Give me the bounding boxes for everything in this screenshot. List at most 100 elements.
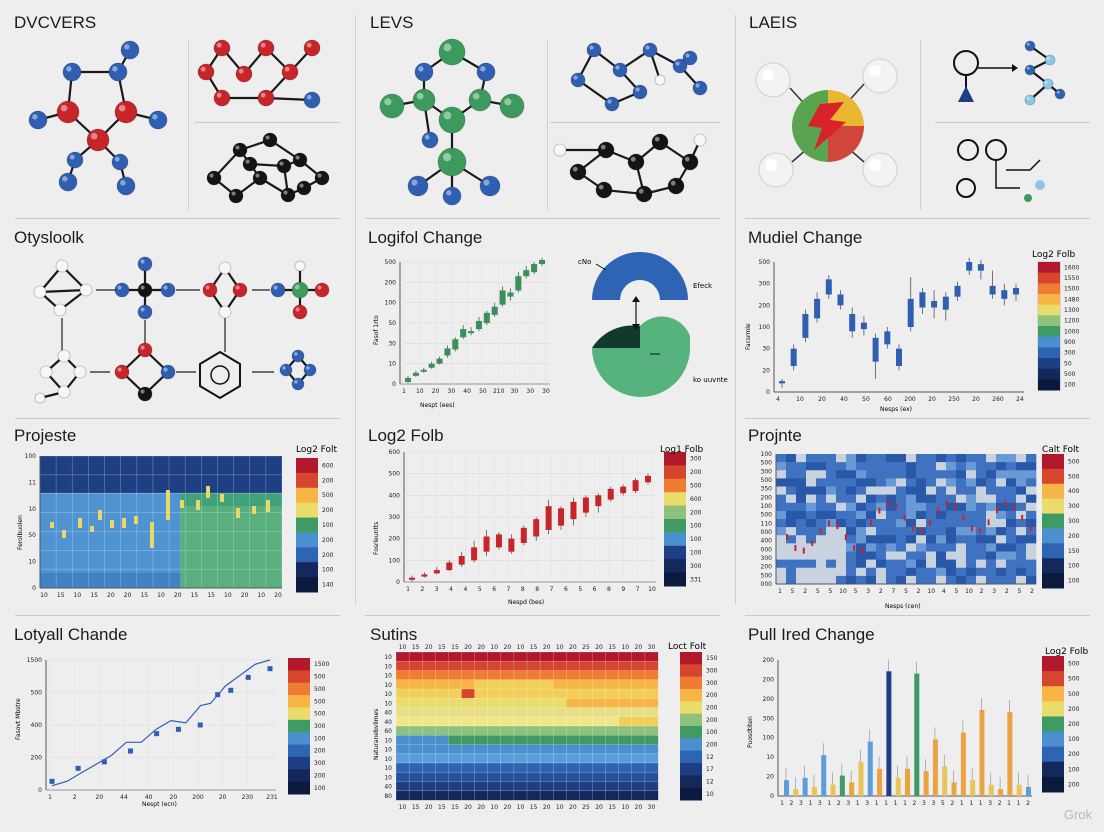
heatmap-cell — [936, 567, 947, 577]
heatmap-cell — [513, 679, 528, 690]
candle-body — [779, 381, 785, 384]
divider — [365, 615, 720, 616]
ring-icon — [985, 139, 1007, 161]
legend-swatch — [1042, 528, 1064, 544]
heatmap-cell — [592, 781, 607, 792]
atom — [692, 80, 708, 96]
heatmap-cell — [896, 543, 907, 552]
heatmap-cell — [618, 679, 633, 690]
heatmap-cell — [605, 725, 620, 736]
heatmap-cell — [644, 753, 659, 764]
heatmap-cell — [896, 567, 907, 577]
tick-label: 5 — [478, 586, 482, 593]
heatmap-cell — [876, 502, 887, 512]
heatmap-cell — [487, 679, 502, 690]
atom-highlight — [294, 380, 298, 384]
atom-highlight — [630, 156, 636, 162]
tick-label: 20 — [928, 396, 936, 403]
heatmap-cell — [605, 679, 620, 690]
heatmap-cell — [1016, 462, 1027, 471]
atom-highlight — [294, 352, 298, 356]
heatmap-cell — [539, 744, 554, 755]
atom — [228, 188, 244, 204]
legend-swatch — [664, 465, 686, 480]
heatmap-cell — [448, 679, 462, 690]
bar — [784, 780, 789, 796]
divider — [365, 218, 720, 219]
atom — [421, 131, 439, 149]
legend-swatch — [680, 763, 702, 776]
tick-label: 4 — [463, 586, 467, 593]
heatmap-cell — [487, 772, 502, 783]
atom — [111, 153, 129, 171]
heatmap-cell — [461, 772, 476, 783]
heatmap-cell — [936, 543, 947, 552]
heatmap-cell — [422, 753, 436, 764]
tick-label: 10 — [621, 644, 629, 651]
heatmap-cell — [996, 575, 1007, 585]
heatmap-cell — [592, 762, 607, 773]
tick-label: 500 — [759, 259, 771, 266]
heatmap-cell — [487, 707, 502, 718]
heatmap-cell — [826, 551, 837, 560]
heatmap-cell — [776, 462, 787, 471]
atom-highlight — [112, 66, 118, 72]
heatmap-cell — [786, 478, 797, 487]
heatmap-cell — [513, 698, 528, 709]
heatmap-band — [40, 492, 181, 573]
heatmap-cell — [876, 527, 887, 536]
heatmap-cell — [461, 735, 476, 746]
heatmap-cell — [566, 744, 580, 755]
heatmap-cell — [487, 651, 502, 662]
legend-swatch — [664, 519, 686, 533]
legend-label: 200 — [1068, 706, 1080, 713]
heatmap-cell — [422, 688, 436, 699]
legend-label: 100 — [322, 567, 334, 574]
heatmap-cell — [474, 790, 489, 801]
heatmap-cell — [605, 651, 620, 662]
heatmap-mark — [912, 525, 914, 532]
heatmap-cell — [605, 762, 620, 773]
heatmap-mark — [954, 503, 956, 510]
heatmap-cell — [461, 716, 476, 727]
heatmap-cell — [566, 725, 580, 736]
tick-label: 000 — [761, 581, 773, 588]
heatmap-cell — [926, 551, 937, 560]
heatmap-cell — [644, 762, 659, 773]
atom — [34, 392, 46, 404]
tick-label: 20 — [174, 592, 182, 599]
heatmap-cell — [553, 661, 567, 672]
heatmap-cell — [976, 462, 987, 471]
panel-title: Sutins — [370, 625, 418, 644]
heatmap-cell — [1026, 454, 1037, 463]
legend-swatch — [680, 738, 702, 752]
heatmap-cell — [513, 762, 528, 773]
tick-label: 2 — [913, 800, 917, 807]
pie-slice — [592, 325, 640, 348]
atom — [213, 39, 231, 57]
atom — [586, 42, 602, 58]
heatmap-cell — [866, 551, 877, 560]
heatmap-cell — [435, 772, 449, 783]
triangle-icon — [958, 86, 974, 102]
heatmap-cell — [592, 670, 607, 681]
heatmap-cell — [1026, 494, 1037, 504]
heatmap-cell — [786, 454, 797, 463]
atom-highlight — [1026, 96, 1030, 100]
divider — [15, 615, 340, 616]
heatmap-mark — [920, 527, 923, 534]
heatmap-cell — [631, 725, 646, 736]
candle-body — [458, 556, 465, 565]
heatmap-cell — [1026, 462, 1037, 471]
atom-highlight — [118, 104, 126, 112]
heatmap-cell — [526, 679, 541, 690]
heatmap-cell — [448, 716, 462, 727]
legend-swatch — [680, 689, 702, 702]
heatmap-cell — [395, 707, 410, 718]
heatmap-cell — [487, 781, 502, 792]
tick-label: 10 — [384, 663, 392, 670]
atom-highlight — [424, 134, 430, 140]
heatmap-cell — [539, 735, 554, 746]
heatmap-cell — [618, 753, 633, 764]
tick-label: 15 — [412, 804, 420, 811]
